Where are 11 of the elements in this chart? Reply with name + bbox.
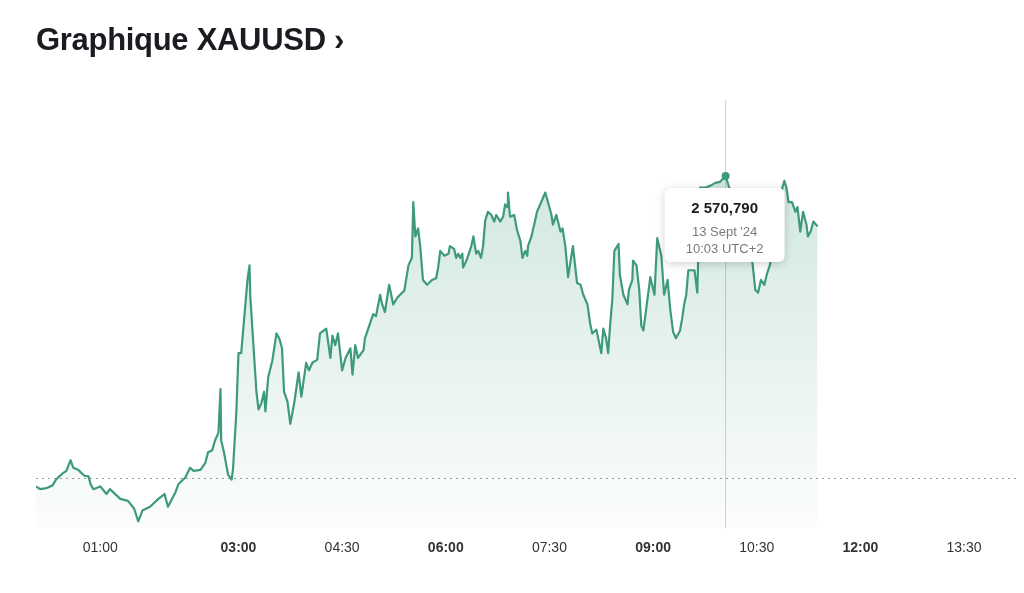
x-tick-label: 13:30 bbox=[946, 539, 982, 556]
x-tick-label: 12:00 bbox=[842, 539, 879, 556]
x-tick-label: 09:00 bbox=[635, 539, 672, 556]
x-tick-label: 03:00 bbox=[220, 539, 257, 556]
x-tick-label: 06:00 bbox=[427, 539, 464, 556]
x-tick-label: 10:30 bbox=[739, 539, 775, 556]
annotation: 2 570,790 13 Sept '24 10:03 UTC+2 bbox=[685, 198, 764, 256]
chart-title: Graphique XAUUSD › bbox=[36, 22, 345, 58]
x-tick-label: 04:30 bbox=[324, 539, 360, 556]
x-tick-label: 07:30 bbox=[531, 539, 568, 556]
x-tick-label: 01:00 bbox=[82, 539, 118, 556]
